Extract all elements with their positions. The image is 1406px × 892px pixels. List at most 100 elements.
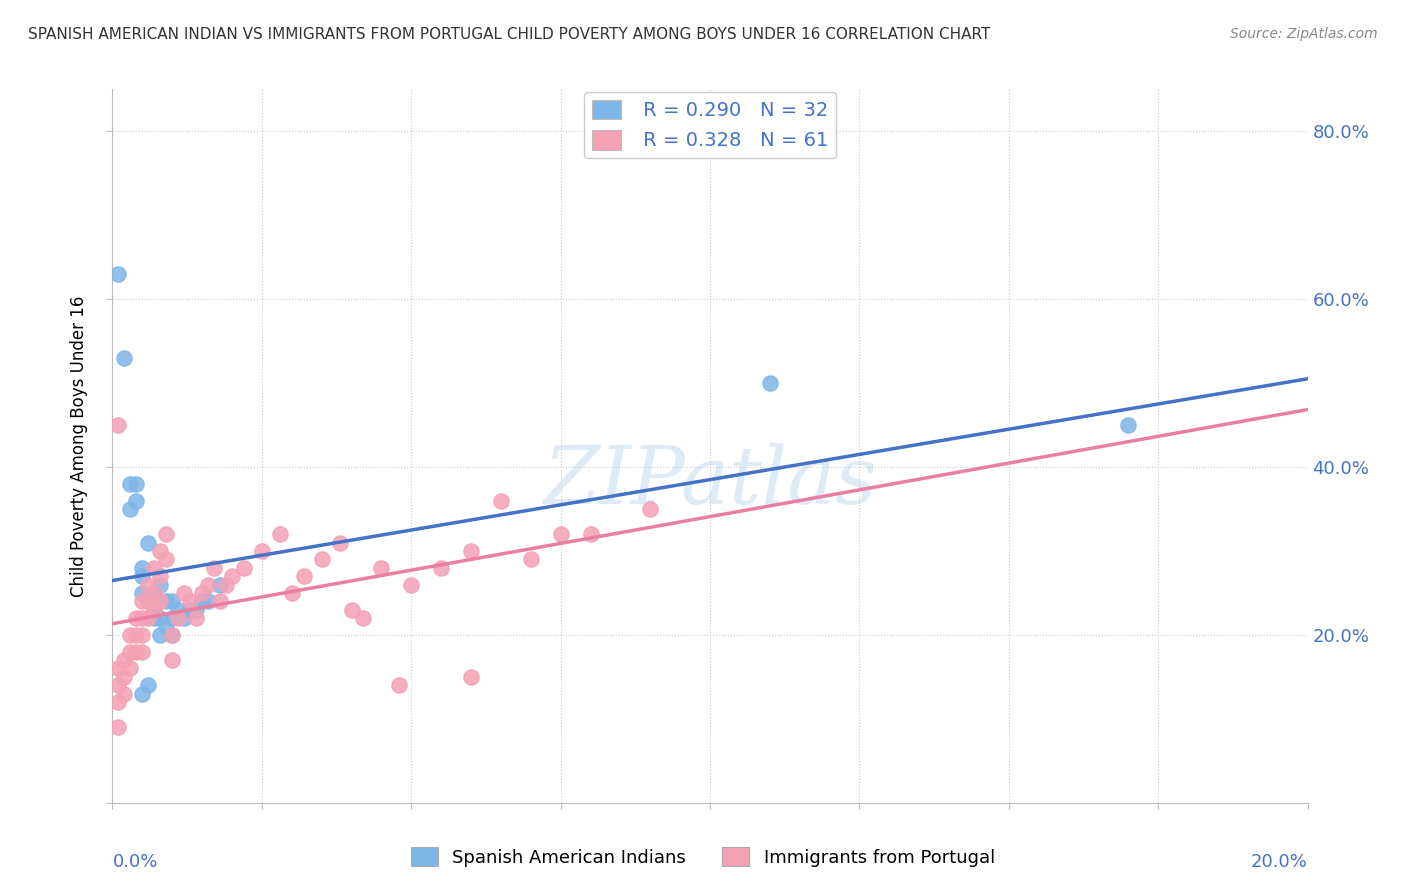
Point [197, 577, 219, 591]
Point [143, 603, 166, 617]
Point [340, 603, 363, 617]
Point [125, 628, 148, 642]
Point [149, 611, 172, 625]
Point [191, 594, 214, 608]
Point [179, 594, 201, 608]
Point [179, 603, 201, 617]
Point [114, 351, 135, 365]
Point [460, 544, 482, 558]
Point [120, 476, 142, 491]
Point [143, 611, 166, 625]
Point [579, 527, 602, 541]
Point [430, 560, 453, 574]
Point [640, 502, 662, 516]
Text: Source: ZipAtlas.com: Source: ZipAtlas.com [1230, 27, 1378, 41]
Point [131, 586, 153, 600]
Point [155, 552, 177, 566]
Point [162, 628, 183, 642]
Point [162, 594, 183, 608]
Point [125, 645, 148, 659]
Point [215, 577, 238, 591]
Point [162, 628, 183, 642]
Point [143, 586, 166, 600]
Text: ZIPatlas: ZIPatlas [543, 443, 877, 520]
Point [520, 552, 543, 566]
Point [550, 527, 572, 541]
Point [107, 267, 129, 281]
Point [131, 645, 153, 659]
Point [120, 645, 142, 659]
Point [329, 535, 352, 549]
Point [149, 544, 172, 558]
Point [120, 502, 142, 516]
Text: SPANISH AMERICAN INDIAN VS IMMIGRANTS FROM PORTUGAL CHILD POVERTY AMONG BOYS UND: SPANISH AMERICAN INDIAN VS IMMIGRANTS FR… [28, 27, 990, 42]
Point [209, 594, 232, 608]
Point [388, 678, 411, 692]
Point [114, 670, 135, 684]
Point [191, 586, 214, 600]
Point [138, 611, 160, 625]
Point [149, 628, 172, 642]
Point [233, 560, 256, 574]
Point [221, 569, 243, 583]
Point [149, 577, 172, 591]
Point [138, 535, 160, 549]
Point [138, 577, 160, 591]
Point [460, 670, 482, 684]
Y-axis label: Child Poverty Among Boys Under 16: Child Poverty Among Boys Under 16 [70, 295, 89, 597]
Point [155, 594, 177, 608]
Point [155, 527, 177, 541]
Point [186, 611, 208, 625]
Point [107, 678, 129, 692]
Point [269, 527, 291, 541]
Point [197, 594, 219, 608]
Point [143, 586, 166, 600]
Legend:  R = 0.290   N = 32,  R = 0.328   N = 61: R = 0.290 N = 32, R = 0.328 N = 61 [585, 92, 835, 158]
Point [131, 611, 153, 625]
Point [167, 611, 190, 625]
Point [107, 695, 129, 709]
Point [401, 577, 423, 591]
Point [143, 560, 166, 574]
Point [250, 544, 273, 558]
Point [281, 586, 304, 600]
Point [138, 678, 160, 692]
Point [759, 376, 782, 390]
Point [107, 417, 129, 432]
Point [1118, 417, 1140, 432]
Point [143, 603, 166, 617]
Point [149, 594, 172, 608]
Point [125, 611, 148, 625]
Point [131, 569, 153, 583]
Point [162, 611, 183, 625]
Text: 0.0%: 0.0% [112, 853, 157, 871]
Point [173, 586, 195, 600]
Point [149, 569, 172, 583]
Point [186, 603, 208, 617]
Point [173, 611, 195, 625]
Point [292, 569, 315, 583]
Point [131, 687, 153, 701]
Point [107, 661, 129, 675]
Point [155, 619, 177, 633]
Point [120, 628, 142, 642]
Point [167, 603, 190, 617]
Point [131, 560, 153, 574]
Point [125, 476, 148, 491]
Point [202, 560, 225, 574]
Point [114, 653, 135, 667]
Point [370, 560, 392, 574]
Point [131, 628, 153, 642]
Point [114, 687, 135, 701]
Point [125, 493, 148, 508]
Point [120, 661, 142, 675]
Point [162, 653, 183, 667]
Text: 20.0%: 20.0% [1251, 853, 1308, 871]
Point [353, 611, 375, 625]
Point [311, 552, 333, 566]
Point [489, 493, 512, 508]
Point [209, 577, 232, 591]
Point [107, 720, 129, 734]
Legend: Spanish American Indians, Immigrants from Portugal: Spanish American Indians, Immigrants fro… [404, 840, 1002, 874]
Point [131, 594, 153, 608]
